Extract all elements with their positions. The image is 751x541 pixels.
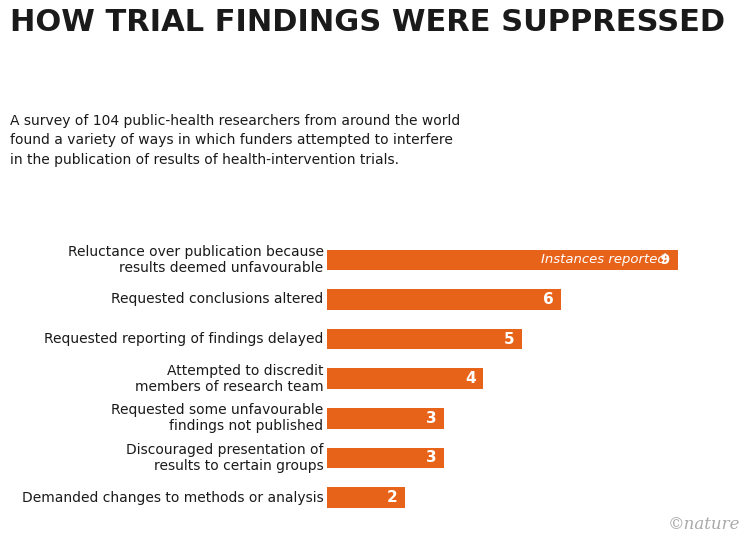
Bar	[327, 289, 560, 310]
Text: A survey of 104 public-health researchers from around the world
found a variety : A survey of 104 public-health researcher…	[10, 114, 460, 167]
Text: HOW TRIAL FINDINGS WERE SUPPRESSED: HOW TRIAL FINDINGS WERE SUPPRESSED	[10, 8, 725, 37]
Text: ©nature: ©nature	[667, 516, 740, 533]
Bar	[327, 447, 444, 469]
Text: Attempted to discredit
members of research team: Attempted to discredit members of resear…	[135, 364, 324, 394]
Text: Requested conclusions altered: Requested conclusions altered	[111, 293, 324, 306]
Text: Discouraged presentation of
results to certain groups: Discouraged presentation of results to c…	[126, 443, 324, 473]
Bar	[327, 408, 444, 428]
Text: 5: 5	[504, 332, 514, 347]
Text: 3: 3	[426, 451, 436, 465]
Text: Requested some unfavourable
findings not published: Requested some unfavourable findings not…	[111, 403, 324, 433]
Text: Reluctance over publication because
results deemed unfavourable: Reluctance over publication because resu…	[68, 245, 324, 275]
Text: Requested reporting of findings delayed: Requested reporting of findings delayed	[44, 332, 324, 346]
Text: 4: 4	[465, 371, 475, 386]
Text: 9: 9	[562, 253, 670, 267]
Bar	[327, 368, 483, 389]
Text: 2: 2	[387, 490, 397, 505]
Bar	[327, 249, 677, 270]
Bar	[327, 487, 405, 508]
Text: Demanded changes to methods or analysis: Demanded changes to methods or analysis	[22, 491, 324, 505]
Bar	[327, 329, 522, 349]
Text: Instances reported: Instances reported	[541, 253, 670, 266]
Text: 6: 6	[543, 292, 553, 307]
Text: 3: 3	[426, 411, 436, 426]
